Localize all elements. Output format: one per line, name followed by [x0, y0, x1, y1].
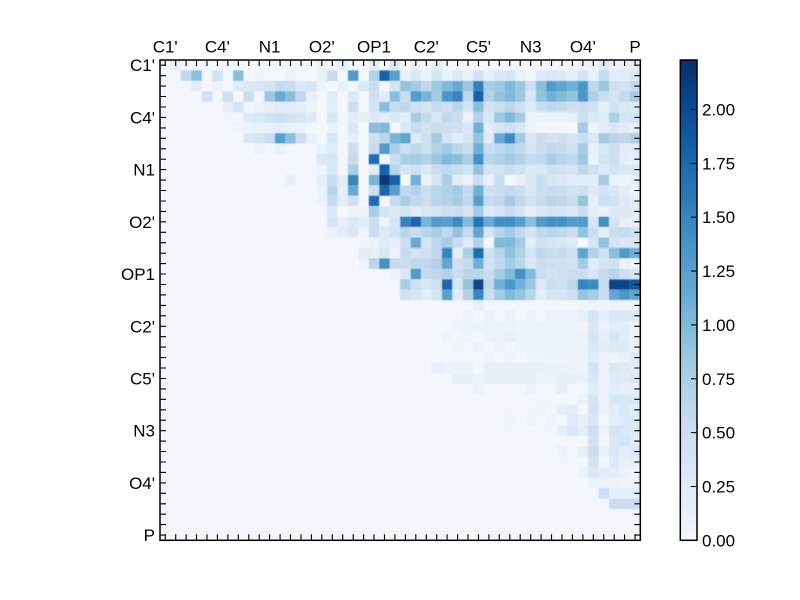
svg-text:N3: N3	[133, 422, 155, 441]
svg-text:0.25: 0.25	[702, 478, 735, 497]
svg-text:C1': C1'	[153, 38, 178, 57]
svg-text:OP1: OP1	[121, 265, 155, 284]
svg-text:OP1: OP1	[357, 38, 391, 57]
svg-text:1.50: 1.50	[702, 208, 735, 227]
svg-text:N1: N1	[133, 161, 155, 180]
svg-text:O4': O4'	[570, 38, 596, 57]
svg-text:0.50: 0.50	[702, 424, 735, 443]
svg-text:0.00: 0.00	[702, 531, 735, 550]
svg-text:P: P	[144, 526, 155, 545]
svg-text:2.00: 2.00	[702, 101, 735, 120]
svg-text:C2': C2'	[130, 317, 155, 336]
svg-text:C4': C4'	[205, 38, 230, 57]
svg-text:C2': C2'	[414, 38, 439, 57]
svg-text:N3: N3	[520, 38, 542, 57]
svg-text:C4': C4'	[130, 108, 155, 127]
svg-text:1.25: 1.25	[702, 262, 735, 281]
svg-text:O2': O2'	[129, 213, 155, 232]
svg-text:O2': O2'	[309, 38, 335, 57]
svg-text:P: P	[629, 38, 640, 57]
svg-text:0.75: 0.75	[702, 370, 735, 389]
svg-text:C5': C5'	[466, 38, 491, 57]
svg-text:1.75: 1.75	[702, 154, 735, 173]
svg-text:C5': C5'	[130, 370, 155, 389]
svg-text:O4': O4'	[129, 474, 155, 493]
svg-text:C1': C1'	[130, 56, 155, 75]
svg-text:N1: N1	[259, 38, 281, 57]
svg-text:1.00: 1.00	[702, 316, 735, 335]
